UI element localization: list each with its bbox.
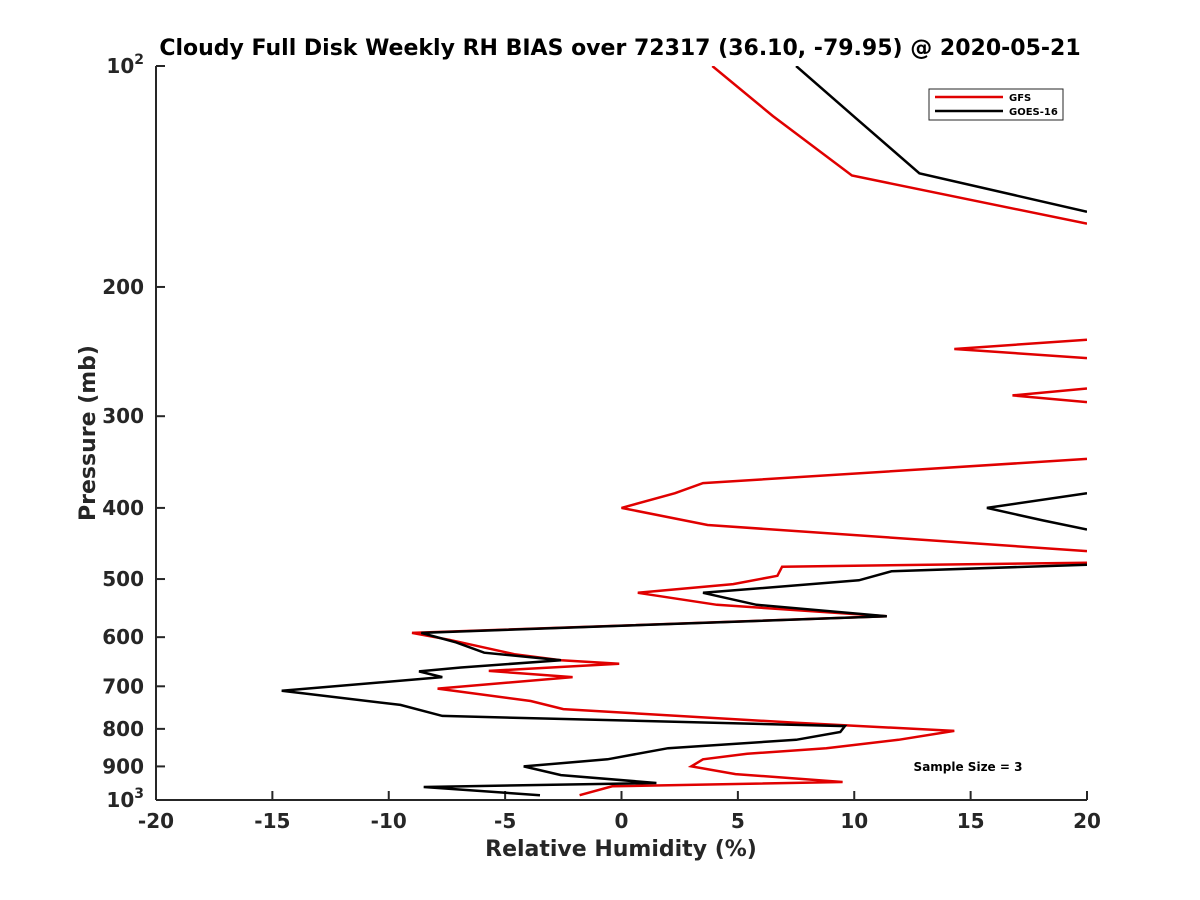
series-line-goes-16 <box>986 491 1087 531</box>
x-tick-label: 10 <box>840 809 868 833</box>
series-line-gfs <box>711 66 1087 225</box>
y-tick-label: 400 <box>102 496 144 520</box>
y-tick-label: 700 <box>102 674 144 698</box>
series-line-goes-16 <box>795 66 1087 214</box>
y-tick-exponent: 3 <box>134 786 144 802</box>
legend-label-goes-16: GOES-16 <box>1009 107 1058 118</box>
series-line-goes-16 <box>281 563 1087 797</box>
sample-size-annotation: Sample Size = 3 <box>914 760 1023 774</box>
y-tick-label: 500 <box>102 567 144 591</box>
y-tick-label: 600 <box>102 625 144 649</box>
x-tick-label: -20 <box>138 809 174 833</box>
y-tick-base: 10 <box>106 54 134 78</box>
legend: GFS GOES-16 <box>928 88 1064 121</box>
chart-title: Cloudy Full Disk Weekly RH BIAS over 723… <box>159 36 1080 61</box>
x-tick-label: 0 <box>615 809 629 833</box>
series-line-gfs <box>1012 387 1087 404</box>
y-tick-label: 102 <box>106 52 144 78</box>
plot-area <box>281 66 1087 797</box>
x-axis-label: Relative Humidity (%) <box>485 837 757 862</box>
x-tick-label: -15 <box>254 809 290 833</box>
y-tick-label: 103 <box>106 786 144 812</box>
y-tick-label: 200 <box>102 275 144 299</box>
x-tick-label: 15 <box>957 809 985 833</box>
y-tick-label: 300 <box>102 404 144 428</box>
y-tick-base: 10 <box>106 788 134 812</box>
y-tick-label: 900 <box>102 754 144 778</box>
legend-box <box>928 88 1064 121</box>
y-tick-label: 800 <box>102 717 144 741</box>
y-tick-exponent: 2 <box>134 52 144 68</box>
y-axis-label: Pressure (mb) <box>76 345 101 521</box>
tick-marks: -20 -15 -10 -5 0 5 10 15 20102200300400500600700… <box>102 52 1101 833</box>
x-tick-label: 5 <box>731 809 745 833</box>
x-tick-label: -10 <box>371 809 407 833</box>
series-line-gfs <box>621 457 1087 553</box>
x-tick-label: 20 <box>1073 809 1101 833</box>
series-line-gfs <box>411 561 1087 797</box>
legend-label-gfs: GFS <box>1009 93 1031 104</box>
x-tick-label: -5 <box>494 809 516 833</box>
series-line-gfs <box>954 338 1087 360</box>
